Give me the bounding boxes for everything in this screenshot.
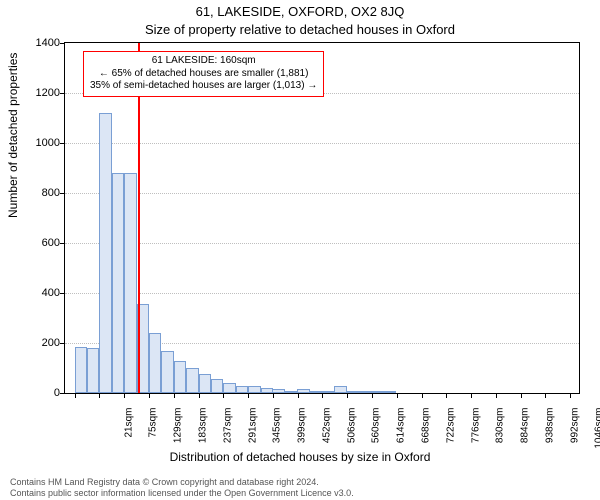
footer-line2: Contains public sector information licen… bbox=[10, 488, 354, 498]
histogram-bar bbox=[236, 386, 248, 394]
x-tick-mark bbox=[397, 394, 398, 398]
histogram-bar bbox=[161, 351, 173, 394]
y-tick-label: 1400 bbox=[20, 37, 60, 49]
y-tick-label: 400 bbox=[20, 287, 60, 299]
x-tick-mark bbox=[322, 394, 323, 398]
histogram-bar bbox=[186, 368, 198, 393]
y-tick-label: 800 bbox=[20, 187, 60, 199]
histogram-bar bbox=[211, 379, 223, 393]
x-tick-mark bbox=[372, 394, 373, 398]
histogram-bar bbox=[359, 391, 371, 393]
histogram-bar bbox=[334, 386, 346, 394]
histogram-bar bbox=[174, 361, 186, 394]
x-tick-mark bbox=[273, 394, 274, 398]
histogram-bar bbox=[112, 173, 124, 393]
chart-title-line2: Size of property relative to detached ho… bbox=[0, 22, 600, 37]
histogram-bar bbox=[384, 391, 396, 393]
annotation-line3: 35% of semi-detached houses are larger (… bbox=[90, 80, 317, 93]
histogram-bar bbox=[310, 391, 322, 393]
histogram-bar bbox=[261, 388, 273, 394]
histogram-bar bbox=[372, 391, 384, 393]
histogram-bar bbox=[347, 391, 359, 393]
histogram-bar bbox=[124, 173, 136, 393]
annotation-line1: 61 LAKESIDE: 160sqm bbox=[90, 55, 317, 68]
x-axis-label: Distribution of detached houses by size … bbox=[0, 450, 600, 464]
histogram-bar bbox=[285, 391, 297, 394]
histogram-bar bbox=[149, 333, 161, 393]
x-tick-mark bbox=[545, 394, 546, 398]
histogram-bar bbox=[297, 389, 309, 393]
y-tick-label: 0 bbox=[20, 387, 60, 399]
x-tick-mark bbox=[422, 394, 423, 398]
x-tick-mark bbox=[124, 394, 125, 398]
histogram-bar bbox=[272, 389, 284, 394]
histogram-bar bbox=[87, 348, 99, 393]
x-tick-mark bbox=[149, 394, 150, 398]
histogram-bar bbox=[75, 347, 87, 393]
annotation-line2: ← 65% of detached houses are smaller (1,… bbox=[90, 68, 317, 81]
histogram-bar bbox=[199, 374, 211, 393]
y-tick-label: 600 bbox=[20, 237, 60, 249]
y-tick-label: 200 bbox=[20, 337, 60, 349]
attribution-footer: Contains HM Land Registry data © Crown c… bbox=[10, 477, 354, 498]
chart-title-line1: 61, LAKESIDE, OXFORD, OX2 8JQ bbox=[0, 4, 600, 19]
y-axis-label: Number of detached properties bbox=[6, 53, 20, 218]
x-tick-mark bbox=[99, 394, 100, 398]
histogram-bar bbox=[248, 386, 260, 393]
x-tick-mark bbox=[521, 394, 522, 398]
x-tick-mark bbox=[347, 394, 348, 398]
x-tick-mark bbox=[223, 394, 224, 398]
histogram-bar bbox=[223, 383, 235, 393]
footer-line1: Contains HM Land Registry data © Crown c… bbox=[10, 477, 354, 487]
x-tick-mark bbox=[174, 394, 175, 398]
x-tick-mark bbox=[298, 394, 299, 398]
annotation-box: 61 LAKESIDE: 160sqm ← 65% of detached ho… bbox=[83, 51, 324, 97]
histogram-bar bbox=[99, 113, 111, 393]
x-tick-mark bbox=[570, 394, 571, 398]
x-tick-mark bbox=[471, 394, 472, 398]
histogram-bar bbox=[322, 391, 334, 393]
x-tick-mark bbox=[248, 394, 249, 398]
plot-area: 61 LAKESIDE: 160sqm ← 65% of detached ho… bbox=[64, 42, 580, 394]
y-tick-label: 1200 bbox=[20, 87, 60, 99]
chart-container: 61, LAKESIDE, OXFORD, OX2 8JQ Size of pr… bbox=[0, 0, 600, 500]
x-tick-mark bbox=[199, 394, 200, 398]
y-tick-label: 1000 bbox=[20, 137, 60, 149]
x-tick-mark bbox=[496, 394, 497, 398]
x-tick-mark bbox=[446, 394, 447, 398]
x-tick-mark bbox=[75, 394, 76, 398]
